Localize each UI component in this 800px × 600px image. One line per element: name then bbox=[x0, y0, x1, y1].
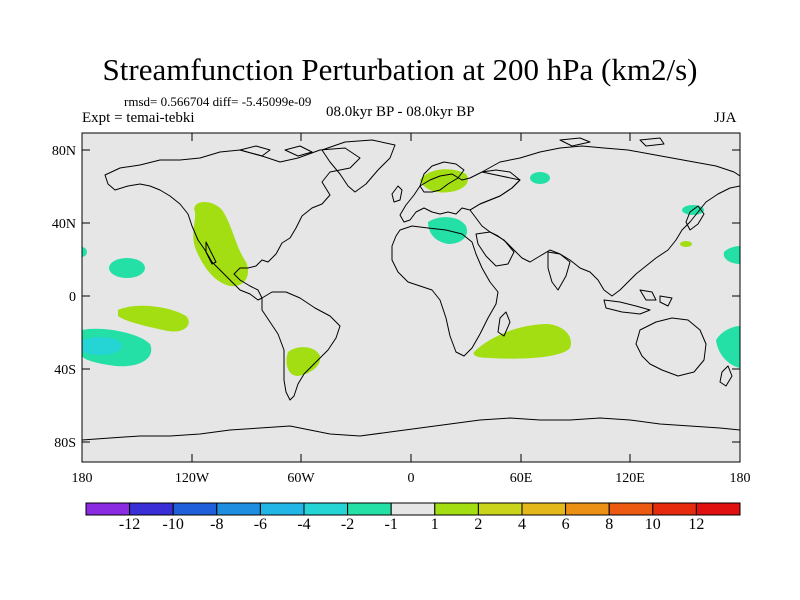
colorbar-swatch-11 bbox=[565, 502, 610, 516]
lon-tick-180w: 180 bbox=[72, 471, 93, 486]
colorbar-swatch-10 bbox=[521, 502, 567, 516]
lat-tick-80n: 80N bbox=[52, 144, 76, 159]
coast-antarctica bbox=[82, 417, 740, 441]
lon-tick-180e: 180 bbox=[730, 471, 751, 486]
coastlines bbox=[82, 137, 740, 441]
colorbar-label-7: 1 bbox=[430, 516, 439, 533]
n-pacific-positive bbox=[193, 201, 249, 287]
w-pacific-positive bbox=[680, 241, 692, 247]
coast-arctic-islands bbox=[239, 145, 313, 157]
map-background bbox=[82, 133, 740, 462]
lat-tick-40n: 40N bbox=[52, 217, 76, 232]
colorbar-swatch-9 bbox=[477, 502, 523, 516]
lon-tick-60w: 60W bbox=[287, 471, 315, 486]
coast-africa bbox=[391, 225, 499, 357]
dateline-negative bbox=[723, 246, 740, 264]
lat-tick-40s: 40S bbox=[54, 363, 76, 378]
colorbar-swatch-8 bbox=[434, 502, 479, 516]
colorbar-label-10: 6 bbox=[561, 516, 570, 533]
lon-tick-120w: 120W bbox=[175, 471, 210, 486]
lat-axis bbox=[82, 149, 740, 443]
map-title: Streamfunction Perturbation at 200 hPa (… bbox=[102, 52, 698, 87]
coast-scandinavia bbox=[419, 161, 465, 193]
colorbar-swatch-13 bbox=[652, 502, 697, 516]
colorbar-label-13: 12 bbox=[688, 516, 705, 533]
lon-tick-60e: 60E bbox=[510, 471, 533, 486]
coast-asia bbox=[469, 145, 740, 297]
colorbar-swatch-0 bbox=[85, 502, 131, 516]
coast-australia bbox=[635, 317, 707, 377]
siberia-negative bbox=[530, 172, 550, 184]
colorbar-swatch-12 bbox=[608, 502, 654, 516]
coast-india bbox=[547, 251, 571, 291]
coast-indonesia bbox=[603, 289, 673, 315]
dateline-negative-west bbox=[82, 247, 87, 257]
coast-baja bbox=[205, 241, 217, 265]
anomaly-layer bbox=[82, 169, 740, 376]
coast-siberia-islands bbox=[559, 137, 665, 147]
colorbar-label-2: -8 bbox=[210, 516, 224, 533]
lon-axis bbox=[81, 133, 741, 462]
coast-arabia bbox=[475, 231, 515, 267]
coast-new-zealand bbox=[719, 365, 733, 387]
coast-south-america bbox=[261, 291, 341, 401]
coast-uk bbox=[391, 185, 403, 203]
coast-north-america bbox=[104, 147, 361, 301]
colorbar-swatch-14 bbox=[695, 502, 741, 516]
se-pacific-negative-core bbox=[82, 337, 122, 355]
colorbar-swatch-3 bbox=[216, 502, 261, 516]
colorbar-label-4: -4 bbox=[297, 516, 311, 533]
colorbar-swatch-7 bbox=[390, 502, 436, 516]
experiment-label: Expt = temai-tebki bbox=[82, 110, 195, 126]
colorbar-label-9: 4 bbox=[518, 516, 526, 533]
colorbar-swatch-6 bbox=[347, 502, 392, 516]
coast-japan bbox=[685, 205, 705, 231]
scandinavia-positive bbox=[420, 169, 469, 193]
colorbar-label-5: -2 bbox=[340, 516, 355, 533]
lon-tick-120e: 120E bbox=[615, 471, 645, 486]
colorbar-label-8: 2 bbox=[474, 516, 483, 533]
colorbar-label-6: -1 bbox=[384, 516, 398, 533]
colorbar-swatch-2 bbox=[172, 502, 218, 516]
s-america-positive bbox=[286, 347, 321, 376]
colorbar-swatch-4 bbox=[259, 502, 305, 516]
colorbar-label-12: 10 bbox=[644, 516, 661, 533]
colorbar bbox=[85, 502, 741, 516]
colorbar-label-11: 8 bbox=[605, 516, 614, 533]
period-label: 08.0kyr BP - 08.0kyr BP bbox=[326, 104, 475, 120]
colorbar-label-3: -6 bbox=[253, 516, 268, 533]
lat-tick-0: 0 bbox=[69, 290, 76, 305]
stats-line: rmsd= 0.566704 diff= -5.45099e-09 bbox=[124, 94, 312, 109]
colorbar-swatch-1 bbox=[129, 502, 174, 516]
lat-tick-80s: 80S bbox=[54, 436, 76, 451]
s-pacific-positive bbox=[118, 305, 189, 332]
coast-madagascar bbox=[497, 311, 511, 337]
colorbar-swatch-5 bbox=[303, 502, 349, 516]
colorbar-label-1: -10 bbox=[162, 516, 184, 533]
central-pacific-negative bbox=[109, 258, 145, 278]
indian-ocean-positive bbox=[473, 324, 572, 359]
lon-tick-0: 0 bbox=[408, 471, 415, 486]
season-label: JJA bbox=[714, 110, 737, 126]
colorbar-label-0: -12 bbox=[118, 516, 141, 533]
sw-pacific-negative bbox=[716, 326, 740, 368]
coast-greenland bbox=[321, 139, 396, 193]
